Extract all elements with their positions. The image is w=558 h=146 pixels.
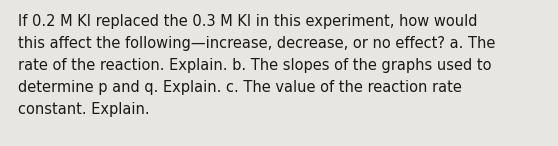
Text: determine p and q. Explain. c. The value of the reaction rate: determine p and q. Explain. c. The value… <box>18 80 462 95</box>
Text: constant. Explain.: constant. Explain. <box>18 102 150 117</box>
Text: this affect the following—increase, decrease, or no effect? a. The: this affect the following—increase, decr… <box>18 36 496 51</box>
Text: rate of the reaction. Explain. b. The slopes of the graphs used to: rate of the reaction. Explain. b. The sl… <box>18 58 492 73</box>
Text: If 0.2 M KI replaced the 0.3 M KI in this experiment, how would: If 0.2 M KI replaced the 0.3 M KI in thi… <box>18 14 478 29</box>
